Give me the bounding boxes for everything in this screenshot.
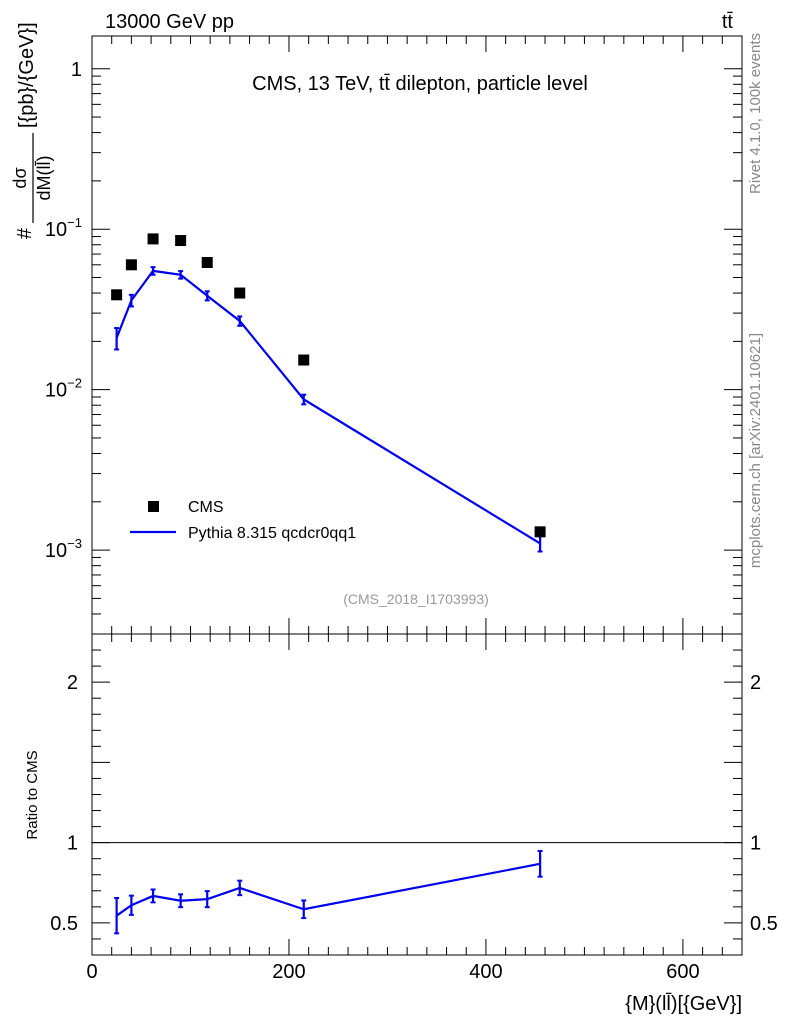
data-point [175,235,187,247]
main-panel: 1 10−1 10−2 10−3 CMS, 13 TeV, tt̄ dilepton,… [10,22,743,635]
y-label-denominator: dM(ll̄) [34,156,54,201]
legend-data-marker [148,501,159,512]
ratio-frame [91,633,743,956]
y-tick-label: 1 [71,59,82,81]
mc-curve [115,269,541,545]
ratio-y-tick-label-right: 2 [750,672,761,694]
x-tick-label: 400 [469,961,502,983]
header-collision-label: 13000 GeV pp [105,11,234,33]
y-tick-label: 10−3 [45,536,82,562]
ratio-series [114,849,543,935]
ratio-x-ticks [91,634,743,955]
ratio-y-tick-label-right: 0.5 [750,913,778,935]
y-tick-label: 10−1 [45,215,82,241]
ratio-y-tick-label: 0.5 [50,913,78,935]
ratio-y-ticks: 0.5 0.5 1 1 2 2 [50,649,778,940]
x-tick-label: 600 [666,961,699,983]
x-tick-labels: 0 200 400 600 [86,961,699,983]
data-point [147,233,159,245]
rivet-version-label: Rivet 4.1.0, 100k events [747,33,764,194]
y-label-prefix: # [14,227,36,239]
x-tick-label: 0 [86,961,97,983]
ratio-y-axis-label: Ratio to CMS [24,750,41,839]
ratio-y-tick-label-right: 1 [750,833,761,855]
ratio-y-tick-label: 2 [67,672,78,694]
y-tick-label: 10−2 [45,376,82,402]
y-label-numerator: dσ [10,167,30,188]
header-process-label: tt̄ [722,11,734,33]
data-point [534,526,546,538]
analysis-watermark: (CMS_2018_I1703993) [343,591,489,607]
main-y-tick-labels: 1 10−1 10−2 10−3 [45,59,82,562]
data-series [111,233,546,538]
ratio-y-tick-label: 1 [67,833,78,855]
x-tick-label: 200 [272,961,305,983]
ratio-panel: 0.5 0.5 1 1 2 2 Ratio to CMS 0 200 400 600 {M}(l… [24,633,778,1015]
main-x-ticks [91,36,743,634]
data-point [111,289,123,301]
legend: CMS Pythia 8.315 qcdcr0qq1 [130,499,356,542]
main-y-axis-label: # dσ dM(ll̄) [{pb}/{GeV}] [10,22,54,239]
data-point [125,259,137,271]
legend-mc-label: Pythia 8.315 qcdcr0qq1 [188,525,356,542]
data-point [234,287,246,299]
ratio-curve [115,862,541,917]
main-title: CMS, 13 TeV, tt̄ dilepton, particle leve… [252,73,588,95]
data-point [298,354,310,366]
mcplots-reference-label: mcplots.cern.ch [arXiv:2401.10621] [747,333,764,568]
y-label-suffix: [{pb}/{GeV}] [16,22,38,128]
mc-series [114,266,543,553]
legend-data-label: CMS [188,499,224,516]
data-point [201,257,213,269]
x-axis-label: {M}(ll̄)[{GeV}] [625,992,742,1015]
main-y-ticks [92,68,742,635]
main-frame [91,35,743,635]
